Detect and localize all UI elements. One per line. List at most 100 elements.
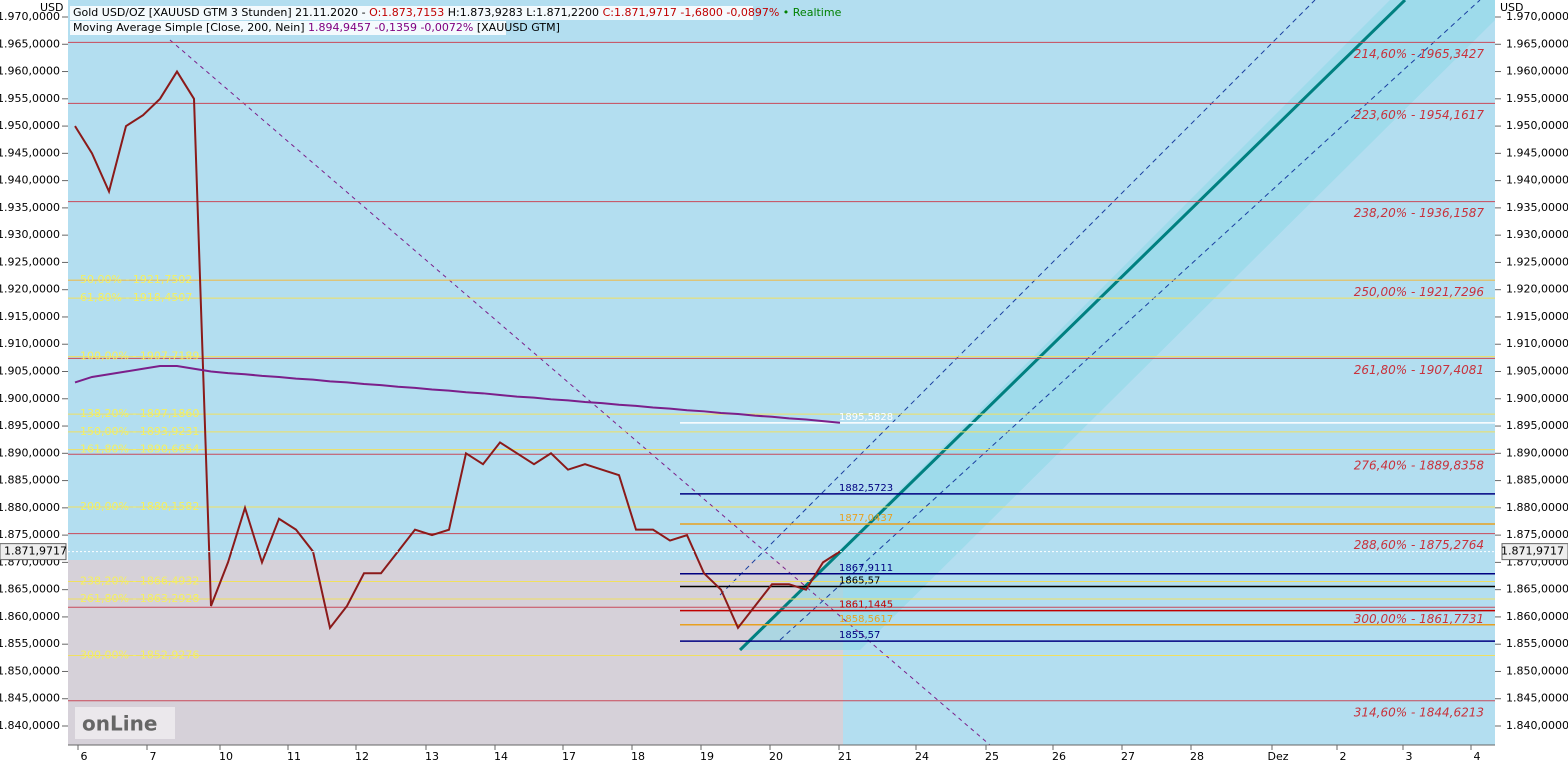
x-tick-label: 4 [1474,750,1481,763]
y-tick-label: 1.925,0000 [0,255,60,268]
y-tick-label-right: 1.885,0000 [1506,474,1568,487]
y-tick-label-right: 1.900,0000 [1506,392,1568,405]
y-tick-label-right: 1.860,0000 [1506,610,1568,623]
fib-label-left: 161,80% - 1890,6654 [80,443,199,456]
y-tick-label-right: 1.950,0000 [1506,119,1568,132]
x-tick-label: 13 [425,750,439,763]
y-tick-label: 1.890,0000 [0,446,60,459]
price-tag-label: 1.871,9717 [1501,545,1564,558]
level-label: 1858,5617 [839,614,893,625]
fib-label: 223,60% - 1954,1617 [1354,108,1485,122]
y-tick-label-right: 1.880,0000 [1506,501,1568,514]
trend-line [738,0,1407,652]
y-tick-label-right: 1.840,0000 [1506,719,1568,732]
level-label: 1895,5828 [839,412,893,423]
x-tick-label: 14 [494,750,508,763]
y-tick-label: 1.920,0000 [0,283,60,296]
volume-area [68,560,843,745]
x-tick-label: 10 [219,750,233,763]
x-tick-label: 11 [287,750,301,763]
fib-label-left: 50,00% - 1921,7502 [80,273,192,286]
y-tick-label-right: 1.890,0000 [1506,446,1568,459]
fib-label-left: 261,80% - 1863,2928 [80,592,199,605]
x-tick-label: 7 [150,750,157,763]
y-tick-label: 1.885,0000 [0,474,60,487]
y-tick-label: 1.880,0000 [0,501,60,514]
fib-label: 300,00% - 1861,7731 [1354,612,1484,626]
y-tick-label-right: 1.845,0000 [1506,692,1568,705]
y-tick-label: 1.840,0000 [0,719,60,732]
price-tag-label: 1.871,9717 [4,545,67,558]
y-tick-label: 1.930,0000 [0,228,60,241]
fib-label: 238,20% - 1936,1587 [1354,206,1485,220]
y-tick-label-right: 1.910,0000 [1506,337,1568,350]
y-tick-label-right: 1.875,0000 [1506,528,1568,541]
header-part: H:1.873,9283 L:1.871,2200 [448,6,599,19]
header: Gold USD/OZ [XAUUSD GTM 3 Stunden] 21.11… [70,6,842,35]
fib-label-left: 200,00% - 1880,1582 [80,500,199,513]
y-tick-label: 1.865,0000 [0,583,60,596]
y-unit: USD [40,1,64,14]
header-bg [70,6,753,20]
x-tick-label: 17 [562,750,576,763]
y-tick-label-right: 1.930,0000 [1506,228,1568,241]
x-tick-label: 28 [1190,750,1204,763]
header-bg [70,21,506,35]
fib-label-left: 300,00% - 1852,9276 [80,648,199,661]
fib-label-left: 238,20% - 1866,4932 [80,575,199,588]
y-tick-label: 1.970,0000 [0,10,60,23]
x-tick-label: 27 [1121,750,1135,763]
y-tick-label: 1.900,0000 [0,392,60,405]
x-tick-label: 25 [985,750,999,763]
y-tick-label-right: 1.955,0000 [1506,92,1568,105]
header-part: Moving Average Simple [Close, 200, Nein] [73,21,305,34]
level-label: 1855,57 [839,630,880,641]
y-tick-label-right: 1.915,0000 [1506,310,1568,323]
price-tag [1501,543,1568,561]
y-tick-label-right: 1.970,0000 [1506,10,1568,23]
y-tick-label-right: 1.925,0000 [1506,255,1568,268]
x-tick-label: 26 [1052,750,1066,763]
y-tick-label: 1.945,0000 [0,146,60,159]
level-label: 1877,0437 [839,513,893,524]
logo [75,707,175,739]
y-tick-label: 1.845,0000 [0,692,60,705]
x-tick-label: 6 [81,750,88,763]
y-tick-label: 1.875,0000 [0,528,60,541]
y-tick-label: 1.855,0000 [0,637,60,650]
y-tick-label: 1.895,0000 [0,419,60,432]
fib-label: 250,00% - 1921,7296 [1354,285,1485,299]
y-tick-label-right: 1.960,0000 [1506,65,1568,78]
x-tick-label: 21 [838,750,852,763]
y-tick-label: 1.905,0000 [0,365,60,378]
x-tick-label: 19 [700,750,714,763]
fib-label: 314,60% - 1844,6213 [1354,705,1484,719]
y-tick-label: 1.850,0000 [0,664,60,677]
channel [740,0,1495,650]
y-tick-label: 1.955,0000 [0,92,60,105]
y-tick-label: 1.910,0000 [0,337,60,350]
y-unit-right: USD [1500,1,1524,14]
x-tick-label: 3 [1406,750,1413,763]
y-tick-label: 1.935,0000 [0,201,60,214]
y-tick-label-right: 1.865,0000 [1506,583,1568,596]
y-tick-label-right: 1.855,0000 [1506,637,1568,650]
header-part: 1.894,9457 -0,1359 -0,0072% [308,21,473,34]
y-tick-label: 1.915,0000 [0,310,60,323]
y-tick-label-right: 1.895,0000 [1506,419,1568,432]
right-axis [1495,0,1568,745]
y-tick-label-right: 1.920,0000 [1506,283,1568,296]
series-line [74,365,841,424]
header-part: [XAUUSD GTM] [477,21,560,34]
fib-label: 288,60% - 1875,2764 [1354,538,1484,552]
fib-label-left: 150,00% - 1893,9231 [80,425,199,438]
x-tick-label: Dez [1267,750,1288,763]
header-part: C:1.871,9717 -1,6800 -0,0897% [603,6,780,19]
y-tick-label: 1.940,0000 [0,174,60,187]
level-label: 1861,1445 [839,600,893,611]
y-tick-label-right: 1.905,0000 [1506,365,1568,378]
level-label: 1867,9111 [839,563,893,574]
y-tick-label: 1.950,0000 [0,119,60,132]
y-tick-label: 1.960,0000 [0,65,60,78]
